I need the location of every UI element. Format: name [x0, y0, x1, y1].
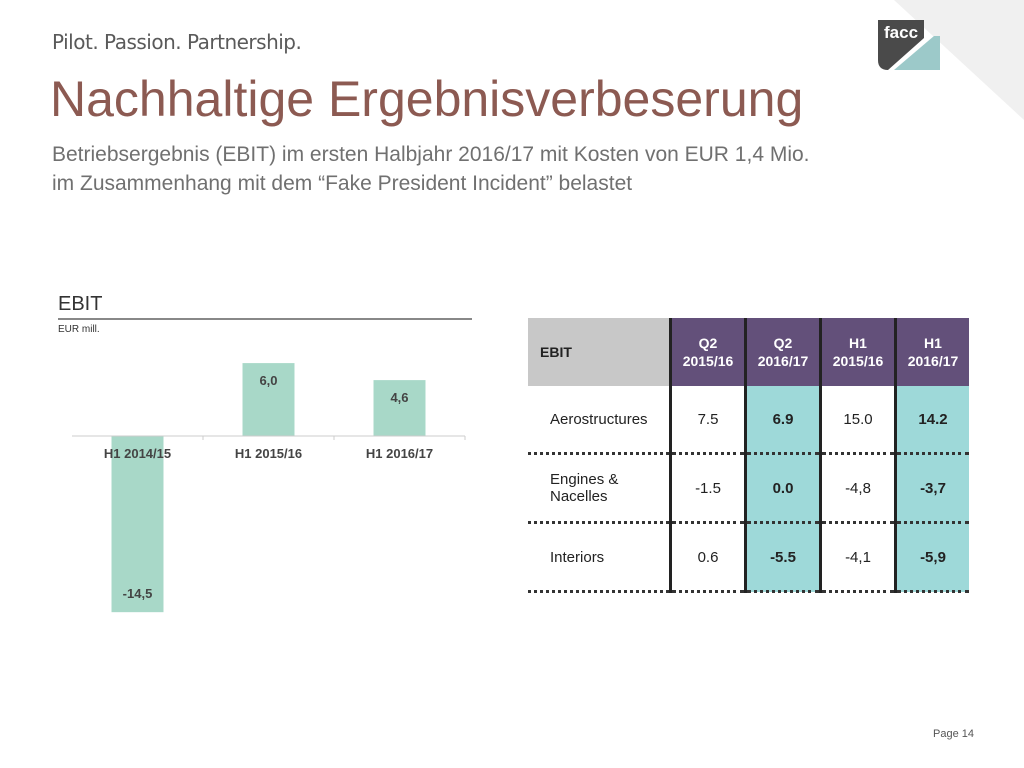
column-header: Q2 2015/16	[669, 318, 746, 386]
subtitle-line-1: Betriebsergebnis (EBIT) im ersten Halbja…	[52, 143, 810, 166]
column-header-line1: Q2	[698, 335, 718, 351]
column-header: Q2 2016/17	[744, 318, 821, 386]
ebit-bar-chart: -14,5 H1 2014/15 6,0 H1 2015/16 4,6 H1 2016/1…	[72, 363, 466, 613]
column-header-line2: 2016/17	[757, 353, 809, 369]
table-cell: -4,8	[819, 453, 896, 524]
column-header-line1: H1	[849, 335, 867, 351]
page-number: Page 14	[933, 728, 974, 740]
column-header-line2: 2015/16	[682, 353, 734, 369]
page-title: Nachhaltige Ergebnisverbeserung	[50, 71, 804, 127]
table-cell: -4,1	[819, 522, 896, 593]
row-label: Engines & Nacelles	[528, 453, 671, 524]
row-label: Interiors	[528, 522, 671, 593]
row-label: Aerostructures	[528, 386, 671, 455]
table-corner-header: EBIT	[528, 318, 671, 386]
table-cell: 0.6	[669, 522, 746, 593]
table-cell: 0.0	[744, 453, 821, 524]
chart-title-rule	[58, 318, 472, 320]
table-row: Aerostructures 7.5 6.9 15.0 14.2	[528, 386, 969, 455]
chart-title: EBIT	[58, 293, 103, 315]
bar	[242, 363, 295, 436]
chart-unit: EUR mill.	[58, 324, 100, 335]
table-cell: 14.2	[894, 386, 969, 455]
table-cell: 6.9	[744, 386, 821, 455]
table-cell: -3,7	[894, 453, 969, 524]
table-cell: -5,9	[894, 522, 969, 593]
table-row: Interiors 0.6 -5.5 -4,1 -5,9	[528, 522, 969, 593]
svg-text:facc: facc	[884, 23, 918, 42]
column-header-line1: H1	[924, 335, 942, 351]
table-row: Engines & Nacelles -1.5 0.0 -4,8 -3,7	[528, 453, 969, 524]
table-cell: 7.5	[669, 386, 746, 455]
ebit-table: EBIT Q2 2015/16 Q2 2016/17 H1 2015/16 H1 2016/17…	[528, 318, 969, 593]
data-label: 6,0	[259, 373, 277, 388]
category-label: H1 2016/17	[366, 446, 433, 461]
category-label: H1 2014/15	[104, 446, 171, 461]
data-label: -14,5	[123, 586, 153, 601]
table-cell: -5.5	[744, 522, 821, 593]
subtitle-line-2: im Zusammenhang mit dem “Fake President …	[52, 172, 633, 195]
column-header: H1 2016/17	[894, 318, 969, 386]
bar	[373, 380, 426, 436]
table-cell: -1.5	[669, 453, 746, 524]
data-label: 4,6	[390, 390, 408, 405]
subtitle: Betriebsergebnis (EBIT) im ersten Halbja…	[52, 140, 810, 198]
column-header-line2: 2015/16	[832, 353, 884, 369]
column-header: H1 2015/16	[819, 318, 896, 386]
bar	[111, 436, 164, 613]
facc-logo: facc	[878, 0, 1024, 120]
column-header-line1: Q2	[773, 335, 793, 351]
category-label: H1 2015/16	[235, 446, 302, 461]
table-cell: 15.0	[819, 386, 896, 455]
tagline: Pilot. Passion. Partnership.	[52, 30, 302, 54]
column-header-line2: 2016/17	[907, 353, 959, 369]
